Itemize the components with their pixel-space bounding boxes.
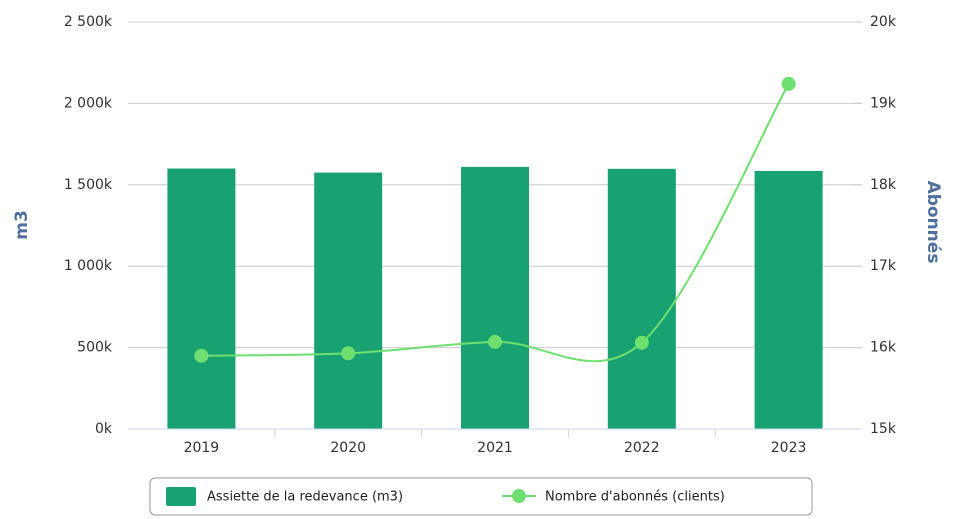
y2-tick-label: 16k: [870, 340, 897, 356]
point: [488, 334, 502, 349]
point: [341, 346, 356, 361]
x-tick-label: 2023: [771, 440, 807, 456]
y2-tick-label: 18k: [870, 177, 897, 193]
point: [194, 348, 209, 363]
x-tick-label: 2021: [477, 440, 513, 456]
y2-tick-label: 15k: [870, 421, 897, 437]
x-tick-label: 2022: [624, 440, 660, 456]
point: [781, 76, 796, 91]
y-tick-label: 500k: [77, 340, 113, 356]
y2-tick-label: 20k: [870, 14, 897, 30]
y2-tick-label: 17k: [870, 258, 897, 274]
y-tick-label: 1 000k: [64, 258, 113, 274]
y-tick-label: 2 500k: [64, 14, 113, 30]
y2-tick-label: 19k: [870, 95, 897, 111]
bar: [461, 166, 529, 429]
bar: [314, 172, 383, 429]
x-tick-label: 2019: [184, 440, 220, 456]
bar: [754, 170, 823, 429]
legend-label: Assiette de la redevance (m3): [207, 490, 403, 505]
y2-axis-title: Abonnés: [923, 181, 943, 264]
y-tick-label: 0k: [95, 421, 113, 437]
legend-swatch: [166, 487, 196, 506]
line: [201, 83, 790, 363]
legend-label: Nombre d'abonnés (clients): [545, 490, 725, 505]
point: [634, 335, 649, 350]
bar: [607, 168, 676, 430]
y-tick-label: 2 000k: [64, 95, 113, 111]
x-tick-label: 2020: [330, 440, 366, 456]
y-tick-label: 1 500k: [64, 177, 113, 193]
bar: [167, 168, 236, 429]
legend-marker: [512, 489, 526, 503]
legend-box: [149, 477, 813, 516]
y-axis-title: m3: [12, 210, 32, 240]
